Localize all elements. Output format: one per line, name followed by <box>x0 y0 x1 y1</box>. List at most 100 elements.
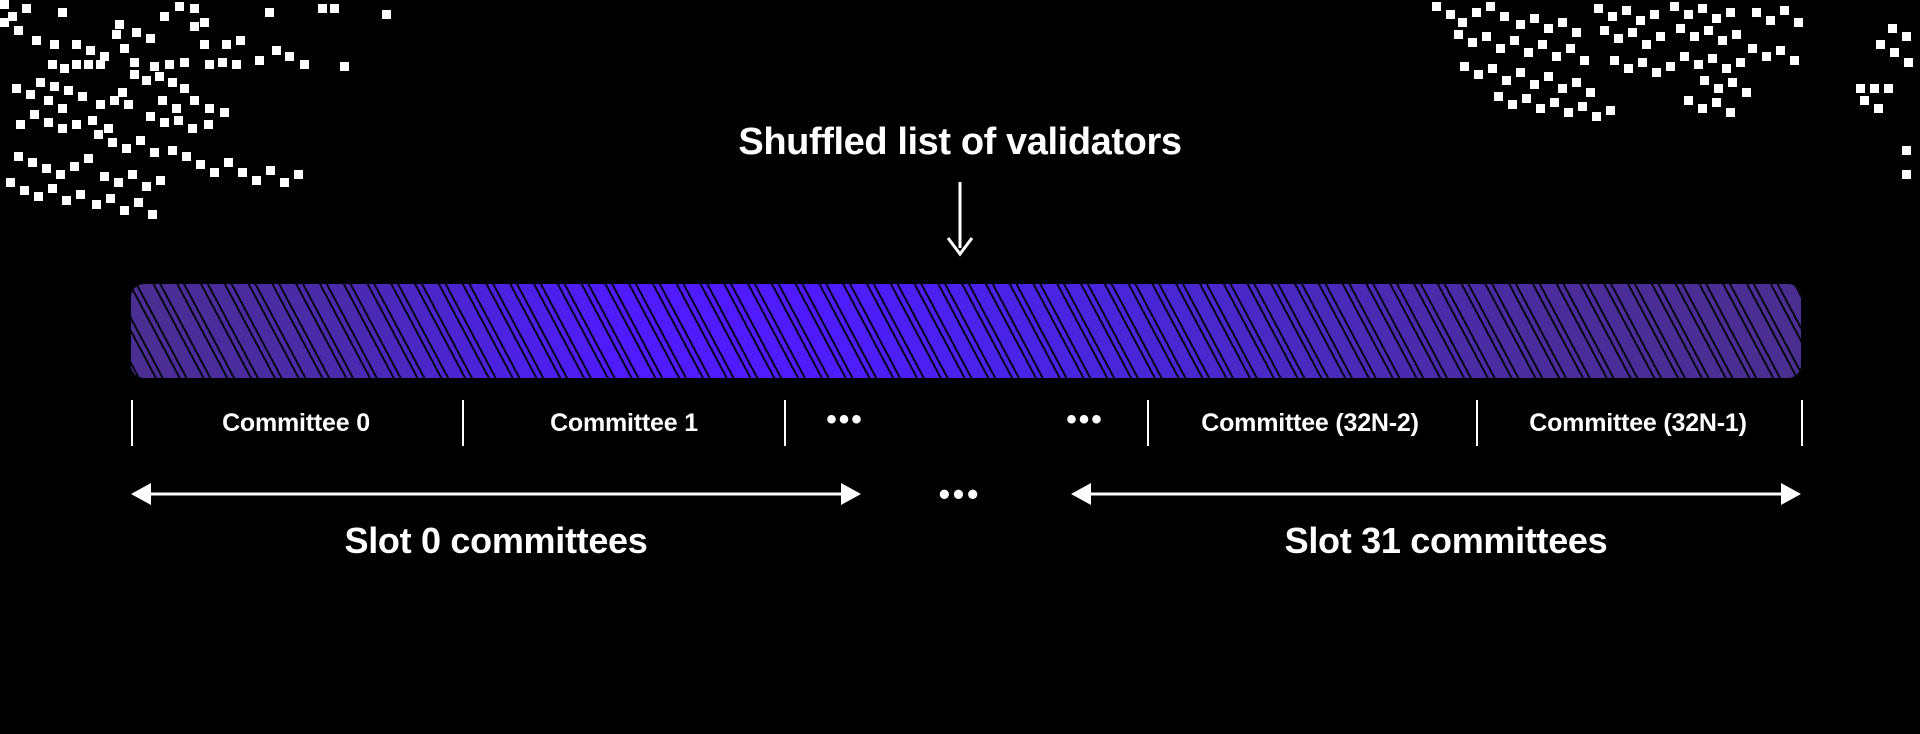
noise-pixel <box>232 60 241 69</box>
noise-pixel <box>30 110 39 119</box>
slot-0-span-arrow <box>131 475 861 513</box>
noise-pixel <box>1580 56 1589 65</box>
noise-pixel <box>1496 44 1505 53</box>
noise-pixel <box>1650 10 1659 19</box>
noise-pixel <box>200 40 209 49</box>
committee-label: Committee (32N-2) <box>1201 409 1419 437</box>
noise-pixel <box>48 184 57 193</box>
noise-pixel <box>168 78 177 87</box>
noise-pixel <box>205 60 214 69</box>
noise-pixel <box>92 200 101 209</box>
noise-pixel <box>120 44 129 53</box>
noise-pixel <box>130 58 139 67</box>
noise-pixel <box>1700 76 1709 85</box>
noise-pixel <box>294 170 303 179</box>
noise-pixel <box>1902 32 1911 41</box>
noise-pixel <box>0 0 9 9</box>
noise-pixel <box>1614 34 1623 43</box>
noise-pixel <box>128 170 137 179</box>
noise-pixel <box>118 88 127 97</box>
noise-pixel <box>175 2 184 11</box>
noise-pixel <box>1494 92 1503 101</box>
noise-pixel <box>44 96 53 105</box>
noise-pixel <box>1432 2 1441 11</box>
noise-pixel <box>1704 26 1713 35</box>
committee-tick <box>462 400 464 446</box>
noise-pixel <box>1712 98 1721 107</box>
noise-pixel <box>115 20 124 29</box>
noise-pixel <box>1680 52 1689 61</box>
noise-pixel <box>34 192 43 201</box>
noise-pixel <box>1736 58 1745 67</box>
noise-pixel <box>1488 64 1497 73</box>
noise-pixel <box>1726 8 1735 17</box>
noise-pixel <box>142 182 151 191</box>
noise-pixel <box>1458 18 1467 27</box>
noise-pixel <box>1728 78 1737 87</box>
noise-pixel <box>1572 28 1581 37</box>
noise-pixel <box>1684 96 1693 105</box>
noise-pixel <box>1622 6 1631 15</box>
noise-pixel <box>1698 104 1707 113</box>
noise-pixel <box>12 84 21 93</box>
noise-pixel <box>1516 20 1525 29</box>
noise-pixel <box>1780 6 1789 15</box>
noise-pixel <box>64 86 73 95</box>
noise-pixel <box>42 164 51 173</box>
noise-pixel <box>1502 76 1511 85</box>
shuffled-validator-list-bar <box>131 284 1801 378</box>
noise-pixel <box>1790 56 1799 65</box>
noise-pixel <box>1670 2 1679 11</box>
noise-pixel <box>1524 48 1533 57</box>
noise-pixel <box>180 58 189 67</box>
noise-pixel <box>1544 24 1553 33</box>
noise-pixel <box>1468 38 1477 47</box>
noise-pixel <box>1712 14 1721 23</box>
noise-pixel <box>1564 108 1573 117</box>
noise-pixel <box>1884 84 1893 93</box>
noise-pixel <box>190 22 199 31</box>
noise-pixel <box>1794 18 1803 27</box>
noise-pixel <box>1718 36 1727 45</box>
noise-pixel <box>1486 2 1495 11</box>
noise-pixel <box>218 58 227 67</box>
noise-pixel <box>62 196 71 205</box>
noise-pixel <box>1676 24 1685 33</box>
noise-pixel <box>382 10 391 19</box>
noise-pixel <box>114 178 123 187</box>
noise-pixel <box>106 194 115 203</box>
noise-pixel <box>1538 40 1547 49</box>
noise-pixel <box>1888 24 1897 33</box>
noise-pixel <box>32 36 41 45</box>
noise-pixel <box>1608 12 1617 21</box>
noise-pixel <box>1536 104 1545 113</box>
page-title: Shuffled list of validators <box>738 121 1182 163</box>
noise-pixel <box>285 52 294 61</box>
noise-pixel <box>1636 16 1645 25</box>
noise-pixel <box>112 30 121 39</box>
noise-pixel <box>1690 32 1699 41</box>
committee-label: Committee (32N-1) <box>1529 409 1747 437</box>
noise-pixel <box>300 60 309 69</box>
noise-pixel <box>1714 84 1723 93</box>
noise-pixel <box>1446 10 1455 19</box>
noise-pixel <box>1482 32 1491 41</box>
noise-pixel <box>1552 52 1561 61</box>
noise-pixel <box>190 96 199 105</box>
noise-pixel <box>1500 12 1509 21</box>
noise-pixel <box>1594 4 1603 13</box>
noise-pixel <box>1566 44 1575 53</box>
noise-pixel <box>238 168 247 177</box>
noise-pixel <box>200 18 209 27</box>
noise-pixel <box>1752 8 1761 17</box>
noise-pixel <box>1586 88 1595 97</box>
committee-tick-end <box>1801 400 1803 446</box>
noise-pixel <box>1890 48 1899 57</box>
noise-pixel <box>0 18 9 27</box>
noise-pixel <box>100 172 109 181</box>
noise-pixel <box>1522 94 1531 103</box>
noise-pixel <box>1642 40 1651 49</box>
noise-pixel <box>96 100 105 109</box>
committee-label: Committee 1 <box>550 409 698 437</box>
arrow-down-icon <box>945 182 975 260</box>
